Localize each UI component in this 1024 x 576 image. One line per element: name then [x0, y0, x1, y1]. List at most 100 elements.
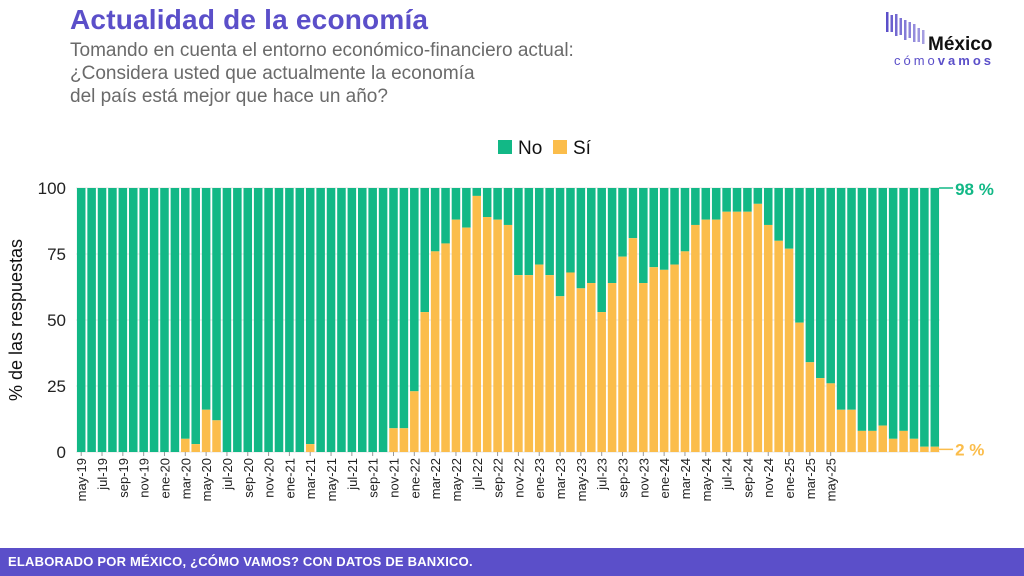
- bar-si: [441, 243, 450, 452]
- x-tick-label: nov-24: [761, 458, 776, 498]
- x-tick-label: ene-21: [282, 458, 297, 498]
- x-tick-label: nov-22: [511, 458, 526, 498]
- x-tick-label: jul-19: [95, 458, 110, 491]
- legend-label-no: No: [518, 138, 542, 159]
- bar-no: [909, 188, 919, 439]
- x-tick-label: may-22: [449, 458, 464, 501]
- bar-no: [534, 188, 544, 265]
- bar-no: [857, 188, 867, 431]
- bar-no: [649, 188, 659, 268]
- logo-sub-text: cómovamos: [894, 53, 994, 68]
- footer-source-text: ELABORADO POR MÉXICO, ¿CÓMO VAMOS? CON D…: [8, 554, 473, 569]
- bar-si: [868, 430, 877, 452]
- bar-no: [285, 188, 294, 452]
- bar-no: [295, 188, 305, 452]
- bar-no: [441, 188, 450, 244]
- bar-si: [753, 203, 763, 452]
- x-tick-label: sep-21: [366, 458, 381, 498]
- bar-si: [805, 362, 815, 452]
- bar-no: [659, 188, 669, 270]
- x-tick-label: ene-22: [407, 458, 422, 498]
- x-tick-label: may-20: [199, 458, 214, 501]
- bar-si: [503, 224, 513, 452]
- bar-no: [587, 188, 596, 284]
- x-tick-label: jul-20: [220, 458, 235, 491]
- bar-no: [753, 188, 763, 204]
- bar-no: [149, 188, 159, 452]
- bar-si: [909, 438, 919, 452]
- x-tick-label: ene-25: [782, 458, 797, 498]
- y-tick-label: 100: [38, 179, 66, 198]
- bar-si: [618, 256, 627, 452]
- bar-si: [534, 264, 544, 452]
- bar-si: [659, 269, 669, 452]
- bar-no: [670, 188, 679, 265]
- bar-si: [784, 248, 794, 452]
- bar-si: [420, 312, 429, 452]
- bar-no: [253, 188, 263, 452]
- bar-no: [368, 188, 377, 452]
- bar-si: [743, 211, 752, 452]
- bar-si: [472, 195, 482, 453]
- bar-no: [868, 188, 877, 431]
- bar-no: [680, 188, 690, 252]
- x-tick-label: nov-20: [262, 458, 277, 498]
- x-tick-label: sep-19: [116, 458, 131, 498]
- bar-si: [597, 312, 606, 452]
- bar-no: [462, 188, 471, 228]
- bar-no: [337, 188, 346, 452]
- legend-swatch-si: [553, 140, 567, 154]
- x-tick-label: ene-20: [157, 458, 172, 498]
- bar-no: [191, 188, 200, 445]
- bar-si: [181, 438, 190, 452]
- bar-si: [701, 219, 711, 452]
- bar-no: [357, 188, 367, 452]
- bar-no: [482, 188, 492, 218]
- bar-no: [711, 188, 721, 220]
- bar-no: [233, 188, 242, 452]
- bar-no: [451, 188, 461, 220]
- bar-si: [711, 219, 721, 452]
- x-tick-label: may-24: [699, 458, 714, 501]
- bar-no: [389, 188, 398, 429]
- bar-si: [201, 409, 211, 452]
- bar-no: [691, 188, 700, 225]
- bar-si: [607, 283, 617, 452]
- x-tick-label: nov-21: [386, 458, 401, 498]
- x-tick-label: may-23: [574, 458, 589, 501]
- x-tick-label: mar-20: [178, 458, 193, 499]
- bar-no: [878, 188, 888, 426]
- bar-si: [587, 283, 596, 452]
- bar-si: [212, 420, 221, 452]
- end-label-no: 98 %: [955, 180, 994, 199]
- bar-no: [243, 188, 253, 452]
- end-label-si: 2 %: [955, 440, 984, 459]
- bar-no: [847, 188, 856, 410]
- bar-no: [222, 188, 232, 452]
- bar-si: [888, 438, 898, 452]
- bar-no: [316, 188, 325, 452]
- bar-si: [722, 211, 731, 452]
- bar-no: [639, 188, 648, 284]
- logo-bars-icon: [886, 12, 925, 44]
- bar-si: [628, 238, 638, 452]
- subtitle-line-3: del país está mejor que hace un año?: [70, 86, 388, 107]
- bar-no: [170, 188, 180, 452]
- bar-no: [774, 188, 783, 241]
- bar-si: [545, 275, 554, 452]
- bar-si: [191, 444, 200, 452]
- bar-si: [930, 446, 940, 452]
- bar-no: [555, 188, 565, 297]
- bar-si: [639, 283, 648, 452]
- bar-no: [701, 188, 711, 220]
- x-tick-label: mar-24: [678, 458, 693, 499]
- x-tick-label: sep-20: [241, 458, 256, 498]
- legend-swatch-no: [498, 140, 512, 154]
- bar-si: [566, 272, 575, 452]
- bar-no: [722, 188, 731, 212]
- y-axis-label: % de las respuestas: [6, 239, 26, 401]
- bar-si: [649, 267, 659, 452]
- bar-si: [795, 322, 804, 452]
- bar-no: [618, 188, 627, 257]
- bar-si: [857, 430, 867, 452]
